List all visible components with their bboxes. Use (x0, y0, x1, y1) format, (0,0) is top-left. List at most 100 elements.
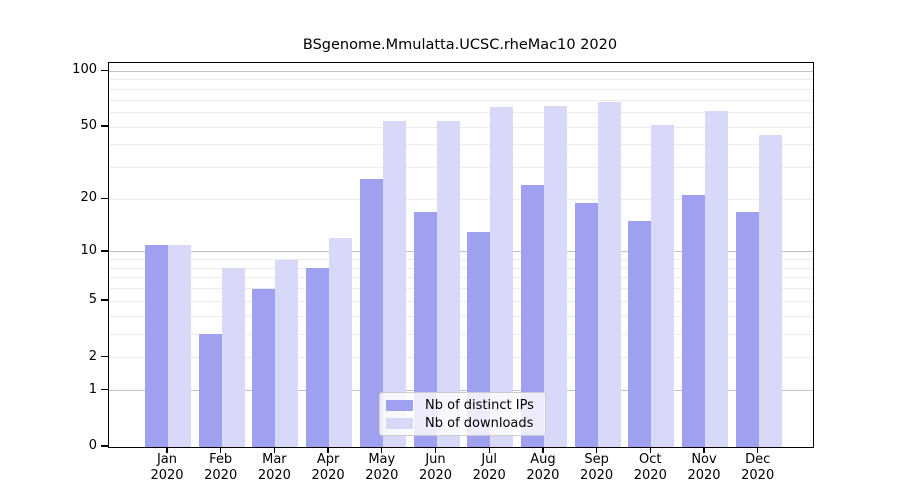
legend-swatch-downloads (386, 417, 413, 429)
bar-distinct-ips-dec (735, 211, 759, 447)
bar-downloads-mar (275, 259, 299, 447)
legend-label-downloads: Nb of downloads (425, 415, 534, 431)
x-axis-tick-year: 2020 (365, 468, 399, 483)
x-axis-tick-mark (488, 447, 490, 453)
x-axis-tick-label: Jul 2020 (459, 452, 519, 484)
bar-downloads-feb (221, 268, 245, 447)
x-axis-tick-mark (166, 447, 168, 453)
gridline-minor (109, 267, 813, 269)
legend: Nb of distinct IPs Nb of downloads (379, 392, 546, 436)
bar-downloads-sep (597, 102, 621, 447)
y-axis-tick-label: 5 (88, 292, 97, 308)
gridline-minor (109, 288, 813, 290)
legend-swatch-distinct-ips (386, 399, 413, 411)
plot-area (108, 62, 814, 448)
gridline-minor (109, 300, 813, 302)
legend-item-distinct-ips: Nb of distinct IPs (386, 397, 539, 413)
gridline-minor (109, 333, 813, 335)
x-axis-tick-year: 2020 (150, 468, 184, 483)
x-axis-tick-mark (703, 447, 705, 453)
gridline-minor (109, 277, 813, 279)
y-axis-tick-mark (101, 197, 108, 199)
y-axis-tick-mark (101, 299, 108, 301)
gridline-minor (109, 315, 813, 317)
bar-downloads-may (382, 120, 406, 447)
y-axis-tick-mark (101, 355, 108, 358)
x-axis-tick-year: 2020 (472, 468, 506, 483)
y-axis-tick-mark (101, 125, 108, 127)
bar-distinct-ips-may (359, 178, 383, 447)
gridline-minor (109, 79, 813, 81)
x-axis-tick-label: Oct 2020 (620, 452, 680, 484)
x-axis-tick-label: Nov 2020 (674, 452, 734, 484)
x-axis-tick-mark (220, 447, 222, 453)
x-axis-tick-label: Aug 2020 (513, 452, 573, 484)
gridline-minor (109, 111, 813, 113)
bar-distinct-ips-feb (198, 334, 222, 447)
gridline-major (109, 251, 813, 253)
x-axis-tick-label: Jan 2020 (137, 452, 197, 484)
y-axis-tick-label: 2 (88, 348, 97, 364)
bar-distinct-ips-jan (145, 244, 168, 447)
y-axis-tick-label: 0 (88, 438, 97, 453)
x-axis-tick-year: 2020 (526, 468, 560, 483)
x-axis-tick-mark (434, 447, 437, 453)
x-axis-tick-year: 2020 (580, 468, 614, 483)
bar-downloads-jan (168, 244, 191, 447)
gridline-minor (109, 126, 813, 128)
x-axis-tick-mark (381, 447, 383, 453)
bar-downloads-apr (329, 238, 353, 447)
y-axis-tick-label: 50 (80, 118, 97, 134)
y-axis-tick-mark (101, 388, 108, 391)
x-axis-tick-label: Dec 2020 (728, 452, 788, 484)
gridline-major (109, 390, 813, 392)
x-axis-tick-label: Sep 2020 (567, 452, 627, 484)
x-axis-tick-year: 2020 (257, 468, 291, 483)
x-axis-tick-mark (542, 447, 544, 453)
y-axis-tick-label: 20 (80, 190, 97, 206)
x-axis-tick-mark (273, 447, 276, 453)
gridline-minor (109, 259, 813, 261)
bar-distinct-ips-aug (520, 185, 544, 447)
bar-downloads-jul (490, 107, 514, 447)
legend-item-downloads: Nb of downloads (386, 415, 539, 431)
gridline-major (109, 70, 813, 72)
x-axis-tick-label: Mar 2020 (244, 452, 304, 484)
bar-distinct-ips-mar (252, 288, 276, 447)
gridline-minor (109, 144, 813, 146)
x-axis-tick-mark (327, 447, 329, 453)
bar-distinct-ips-nov (682, 195, 705, 447)
y-axis-tick-label: 10 (80, 242, 97, 258)
x-axis-tick-label: May 2020 (352, 452, 412, 484)
gridline-minor (109, 357, 813, 359)
y-axis-tick-mark (101, 69, 108, 72)
bar-distinct-ips-apr (306, 268, 330, 447)
bar-downloads-dec (758, 135, 782, 447)
bar-distinct-ips-jun (413, 211, 437, 447)
y-axis-tick-label: 100 (72, 62, 97, 78)
bar-downloads-oct (651, 125, 675, 447)
gridline-minor (109, 88, 813, 90)
y-axis-tick-label: 1 (88, 381, 97, 397)
bar-distinct-ips-oct (628, 221, 652, 447)
bar-downloads-aug (543, 106, 567, 447)
bar-distinct-ips-sep (574, 203, 598, 447)
x-axis-tick-year: 2020 (204, 468, 238, 483)
gridline-minor (109, 167, 813, 169)
gridline-minor (109, 99, 813, 101)
x-axis-tick-mark (595, 447, 598, 453)
bar-downloads-jun (436, 120, 460, 447)
x-axis-tick-label: Feb 2020 (191, 452, 251, 484)
x-axis-tick-year: 2020 (418, 468, 453, 483)
y-axis-tick-mark (101, 445, 108, 447)
x-axis-tick-mark (757, 447, 759, 453)
legend-label-distinct-ips: Nb of distinct IPs (425, 397, 534, 413)
chart-title: BSgenome.Mmulatta.UCSC.rheMac10 2020 (302, 37, 618, 53)
gridline-minor (109, 198, 813, 200)
x-axis-tick-year: 2020 (687, 468, 721, 483)
x-axis-tick-year: 2020 (741, 468, 775, 483)
bar-downloads-nov (705, 111, 728, 447)
x-axis-tick-mark (649, 447, 651, 453)
y-axis-tick-mark (101, 250, 108, 252)
